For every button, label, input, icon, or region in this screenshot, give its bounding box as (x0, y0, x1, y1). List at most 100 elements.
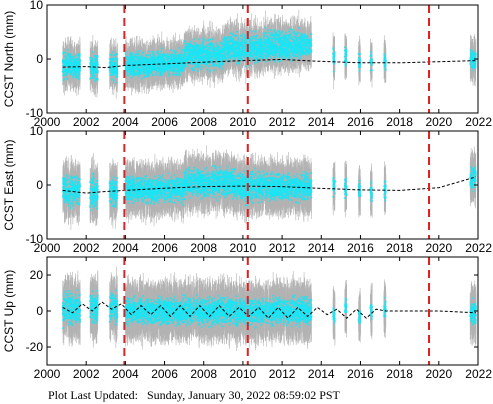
north-observation-point (143, 67, 145, 70)
north-observation-point (96, 70, 99, 72)
north-observation-point (110, 68, 113, 71)
north-observation-point (110, 65, 112, 68)
north-observation-point (92, 63, 95, 65)
north-observation-point (68, 61, 70, 64)
north-observation-point (115, 74, 118, 77)
north-observation-point (129, 70, 132, 73)
north-observation-point (150, 72, 153, 74)
north-observation-point (64, 55, 66, 57)
north-observation-point (152, 65, 154, 68)
north-observation-point (141, 56, 144, 59)
north-observation-point (114, 54, 116, 57)
north-observation-point (112, 66, 115, 69)
north-observation-point (149, 66, 151, 69)
north-observation-point (75, 60, 78, 63)
north-observation-point (115, 58, 117, 60)
north-observation-point (148, 60, 151, 63)
north-observation-point (145, 71, 148, 74)
north-observation-point (136, 64, 138, 66)
north-observation-point (62, 51, 65, 54)
north-observation-point (150, 67, 153, 70)
north-observation-point (78, 67, 81, 69)
north-observation-point (146, 74, 148, 76)
north-observation-point (91, 64, 94, 67)
north-observation-point (115, 69, 118, 71)
north-observation-point (70, 61, 73, 63)
north-observation-point (175, 60, 177, 63)
north-observation-point (71, 67, 73, 69)
north-observation-point (126, 65, 129, 68)
north-observation-point (135, 73, 137, 76)
north-observation-point (175, 70, 178, 73)
north-observation-point (124, 69, 127, 71)
north-observation-point (175, 56, 178, 59)
north-observation-point (136, 73, 138, 76)
north-observation-point (135, 61, 137, 64)
north-observation-point (145, 64, 147, 67)
north-observation-point (75, 72, 78, 75)
north-observation-point (65, 71, 68, 74)
north-observation-point (72, 71, 75, 74)
north-observation-point (108, 62, 111, 64)
north-observation-point (130, 76, 133, 79)
north-observation-point (109, 67, 111, 70)
north-observation-point (73, 69, 75, 71)
north-observation-point (129, 63, 132, 66)
north-observation-point (67, 68, 70, 71)
north-observation-point (93, 69, 95, 72)
north-observation-point (70, 67, 72, 70)
north-observation-point (130, 69, 133, 71)
north-observation-point (66, 77, 69, 80)
north-observation-point (169, 69, 171, 71)
north-observation-point (133, 66, 135, 69)
north-observation-point (95, 66, 97, 69)
north-observation-point (113, 63, 115, 65)
north-observation-point (114, 66, 116, 69)
north-observation-point (125, 65, 127, 68)
north-observation-point (76, 71, 78, 74)
north-observation-point (91, 72, 94, 75)
north-observation-point (130, 66, 132, 69)
north-observation-point (66, 53, 69, 56)
north-observation-point (144, 71, 147, 74)
north-observation-point (66, 61, 69, 63)
north-observation-point (63, 72, 65, 74)
north-observation-point (143, 63, 146, 66)
north-observation-point (91, 57, 94, 60)
north-observation-point (146, 64, 149, 66)
north-observation-point (132, 74, 134, 77)
north-observation-point (94, 63, 96, 65)
north-observation-point (109, 61, 111, 63)
north-observation-point (130, 63, 133, 65)
north-observation-point (68, 69, 71, 72)
north-observation-point (162, 67, 164, 70)
north-observation-point (66, 73, 68, 75)
north-observation-point (136, 51, 139, 53)
north-observation-point (126, 64, 129, 67)
north-observation-point (112, 59, 115, 61)
north-observation-point (130, 65, 132, 67)
north-observation-point (125, 62, 128, 64)
north-observation-point (144, 57, 147, 59)
north-observation-point (66, 52, 69, 55)
north-observation-point (72, 67, 75, 70)
north-observation-point (116, 72, 118, 75)
north-observation-point (74, 69, 77, 72)
north-observation-point (142, 72, 145, 75)
north-observation-point (96, 55, 99, 57)
north-observation-point (78, 64, 80, 66)
north-observation-point (133, 70, 135, 73)
north-observation-point (67, 63, 69, 65)
north-observation-point (62, 70, 64, 73)
north-observation-point (145, 61, 147, 64)
north-observation-point (127, 56, 130, 59)
north-observation-point (116, 70, 118, 72)
north-observation-point (149, 68, 152, 71)
north-observation-point (115, 53, 117, 55)
north-observation-point (144, 66, 146, 69)
north-observation-point (140, 62, 143, 64)
north-observation-point (132, 70, 135, 72)
north-observation-point (65, 62, 68, 64)
north-observation-point (70, 71, 72, 73)
